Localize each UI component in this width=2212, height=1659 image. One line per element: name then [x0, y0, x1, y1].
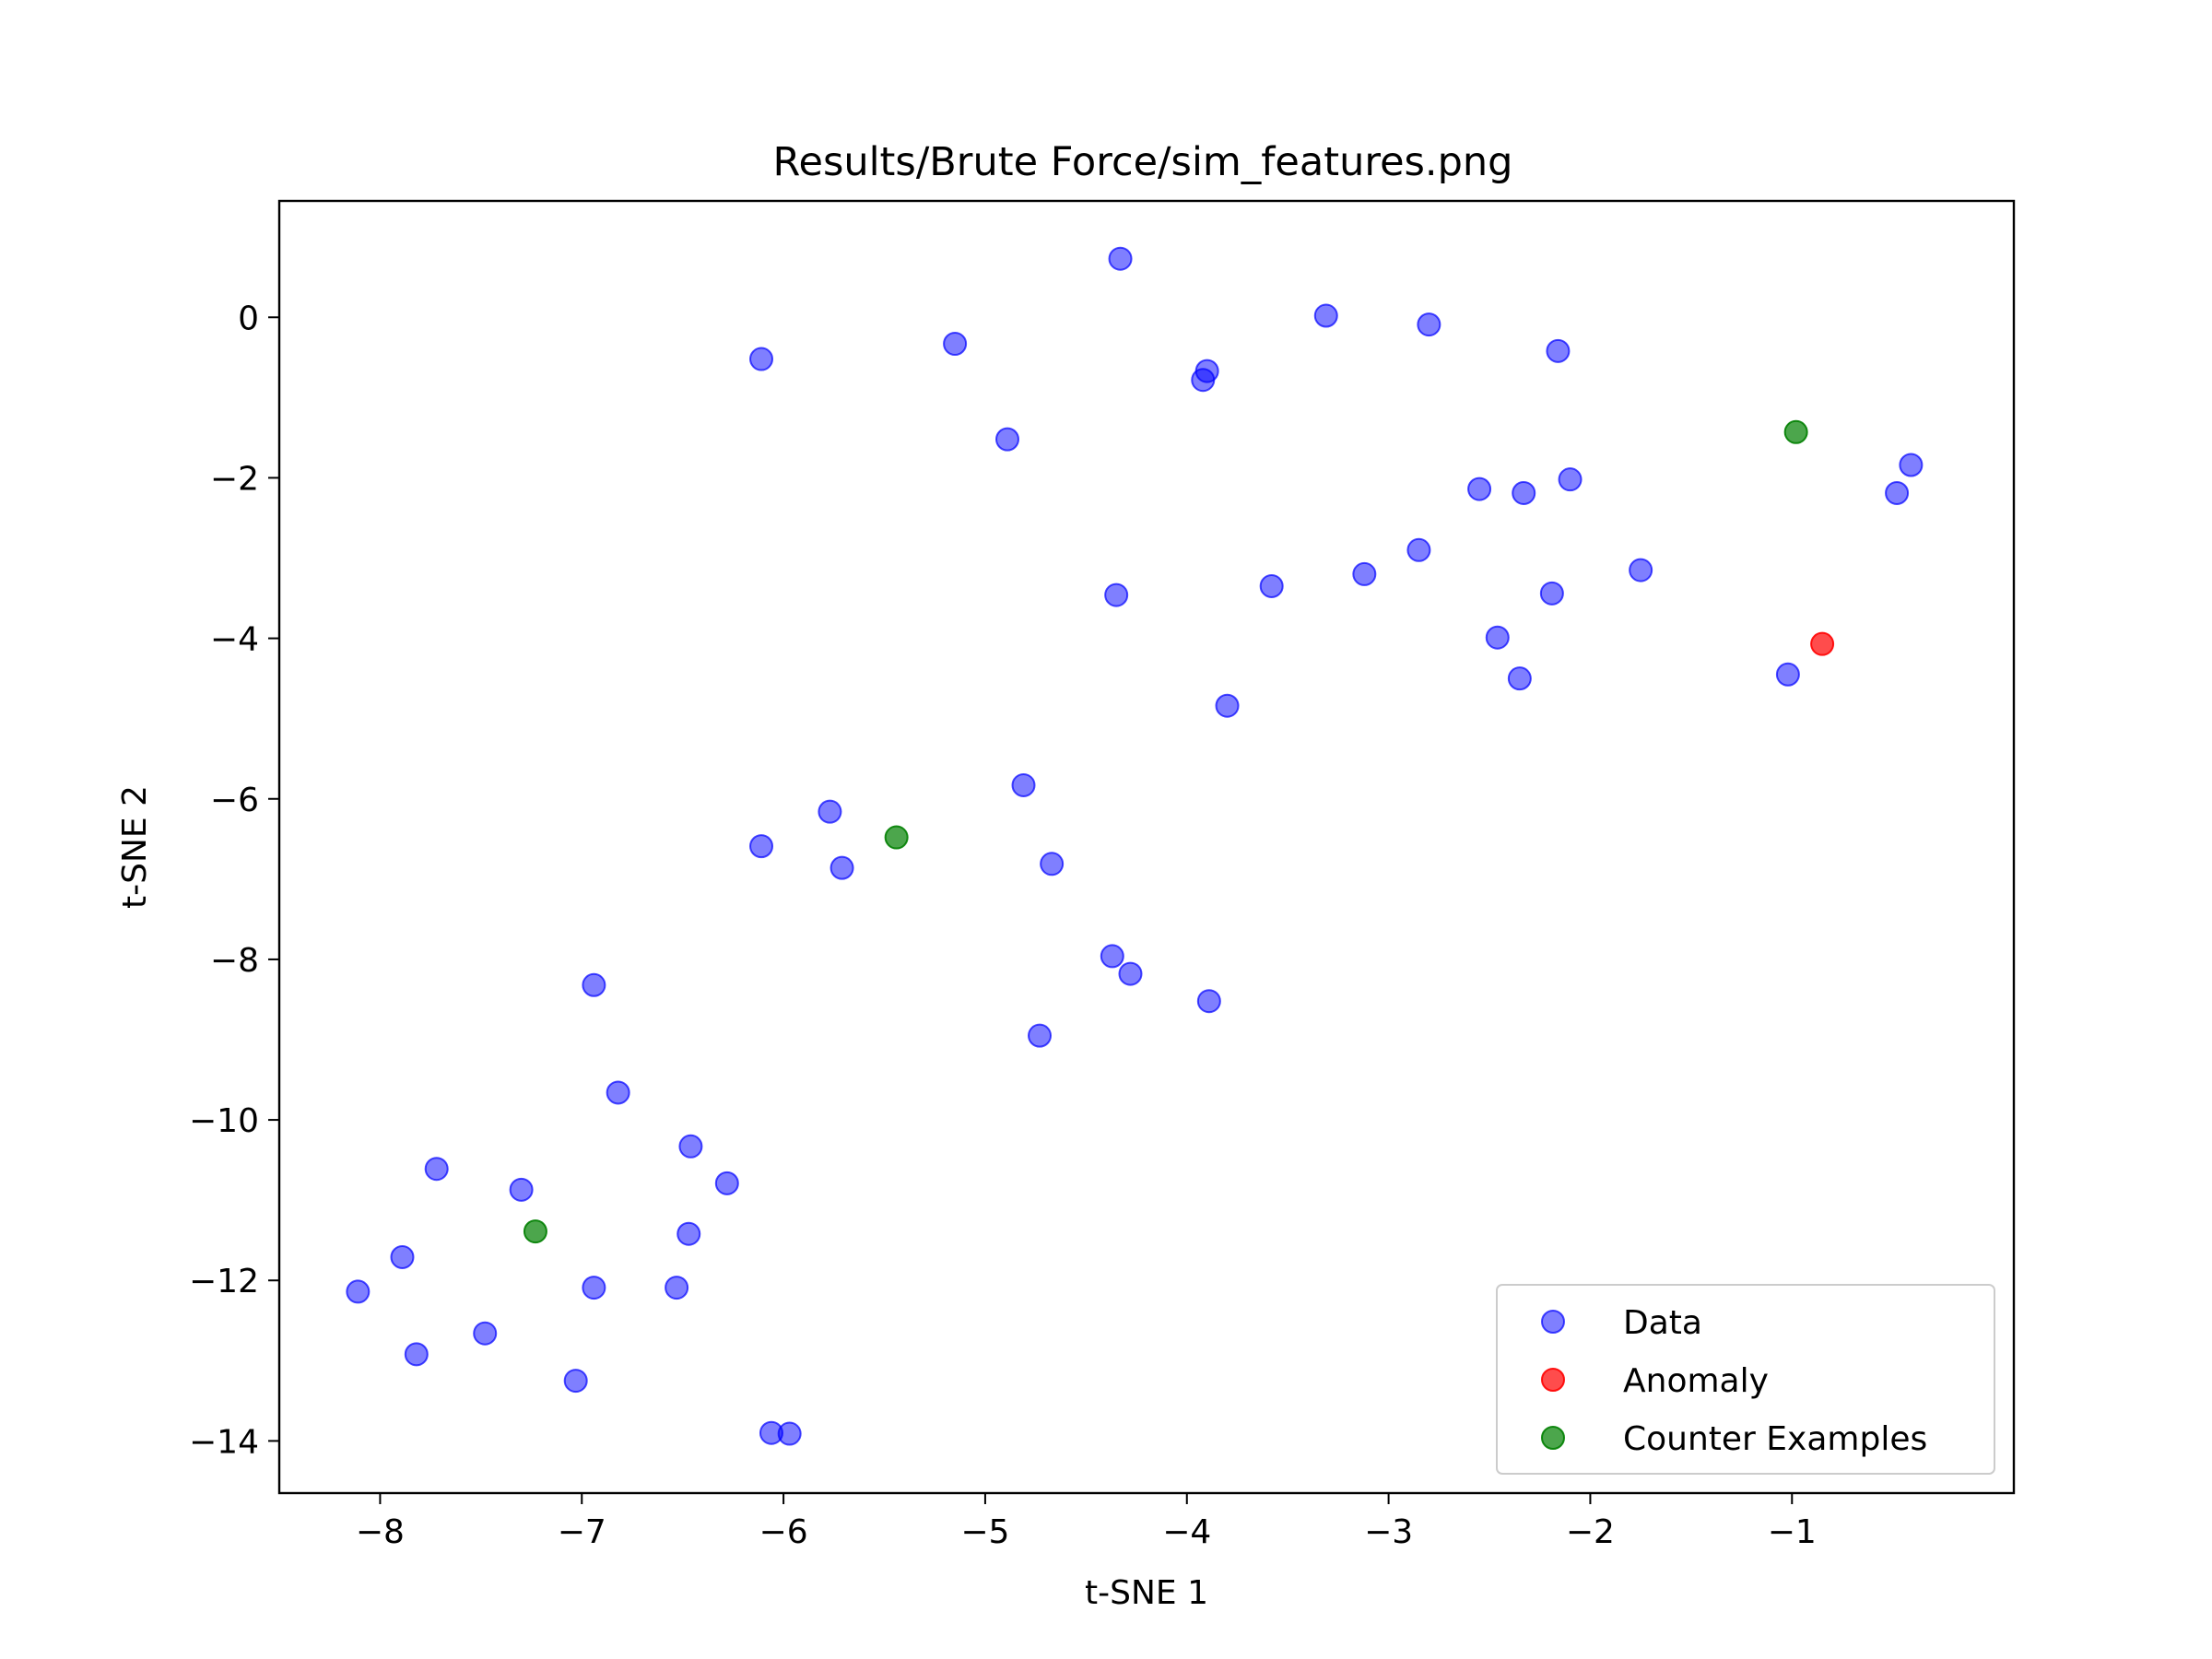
counter-examples-point — [884, 825, 909, 850]
data-point — [1775, 662, 1800, 687]
data-point — [404, 1342, 429, 1367]
data-point — [424, 1157, 449, 1182]
x-tick-label: −7 — [558, 1513, 606, 1551]
x-tick-label: −5 — [960, 1513, 1009, 1551]
data-point — [830, 855, 854, 880]
data-point — [390, 1244, 415, 1269]
data-point — [1118, 961, 1143, 986]
data-point — [943, 332, 968, 357]
y-tick-label: −8 — [210, 942, 259, 980]
data-point — [1467, 477, 1492, 501]
data-point — [473, 1321, 498, 1346]
data-point — [582, 1276, 606, 1300]
anomaly-point — [1810, 631, 1835, 656]
data-point — [1485, 625, 1510, 650]
plot-area: −8 −7 −6 −5 −4 −3 −2 −1 0 −2 −4 −6 −8 −10 −12 −14 — [189, 199, 2016, 1551]
data-point — [1196, 989, 1221, 1014]
y-axis-label: t-SNE 2 — [116, 785, 154, 909]
counter-examples-point — [1783, 419, 1808, 444]
data-point — [678, 1134, 703, 1159]
chart-title: Results/Brute Force/sim_features.png — [773, 139, 1513, 185]
data-point — [665, 1276, 689, 1300]
x-axis-label: t-SNE 1 — [1085, 1574, 1208, 1612]
data-point — [1546, 338, 1571, 363]
data-point — [1507, 666, 1532, 691]
data-point — [1512, 480, 1536, 505]
legend-label-data: Data — [1623, 1304, 1702, 1342]
data-point — [777, 1421, 802, 1446]
data-point — [714, 1171, 739, 1195]
y-tick-label: 0 — [238, 300, 259, 337]
legend-marker-counter-examples — [1541, 1426, 1565, 1450]
y-axis-ticks: 0 −2 −4 −6 −8 −10 −12 −14 — [189, 300, 279, 1461]
data-point — [995, 427, 1020, 452]
data-point — [1885, 480, 1910, 505]
data-point — [1558, 467, 1583, 492]
legend-label-counter-examples: Counter Examples — [1623, 1420, 1927, 1458]
data-point — [1539, 581, 1564, 606]
data-point — [582, 972, 606, 997]
data-point — [1028, 1023, 1053, 1048]
data-point — [1191, 368, 1216, 393]
legend: Data Anomaly Counter Examples — [1496, 1284, 1995, 1475]
data-point — [818, 799, 842, 824]
data-point — [677, 1221, 701, 1246]
data-point — [749, 834, 774, 859]
y-tick-label: −10 — [189, 1102, 259, 1140]
legend-box — [1496, 1284, 1995, 1475]
data-point — [346, 1279, 371, 1304]
data-point — [1313, 303, 1338, 328]
data-point — [1352, 561, 1377, 586]
data-point — [1100, 944, 1124, 969]
data-point — [509, 1177, 534, 1202]
legend-entries: Data Anomaly Counter Examples — [1541, 1304, 1927, 1458]
data-point — [1104, 582, 1129, 607]
legend-label-anomaly: Anomaly — [1623, 1362, 1769, 1400]
y-tick-label: −14 — [189, 1423, 259, 1461]
data-point — [1406, 537, 1431, 562]
data-point — [1215, 693, 1240, 718]
data-point — [1629, 558, 1653, 582]
data-point — [1417, 312, 1441, 337]
counter-examples-point — [523, 1219, 547, 1244]
x-tick-label: −2 — [1566, 1513, 1615, 1551]
data-point — [1899, 453, 1924, 477]
y-tick-label: −4 — [210, 621, 259, 659]
data-point — [1108, 246, 1133, 271]
data-point — [1011, 772, 1036, 797]
plot-frame — [277, 199, 2016, 1495]
x-axis-ticks: −8 −7 −6 −5 −4 −3 −2 −1 — [356, 1493, 1817, 1551]
data-point — [1040, 852, 1065, 877]
legend-marker-anomaly — [1541, 1368, 1565, 1392]
x-tick-label: −4 — [1162, 1513, 1211, 1551]
x-tick-label: −3 — [1364, 1513, 1413, 1551]
y-tick-label: −6 — [210, 782, 259, 819]
y-tick-label: −12 — [189, 1263, 259, 1300]
data-point — [1259, 573, 1284, 598]
legend-marker-data — [1541, 1310, 1565, 1334]
data-point — [563, 1369, 588, 1394]
x-tick-label: −1 — [1768, 1513, 1817, 1551]
x-tick-label: −8 — [356, 1513, 405, 1551]
data-point — [606, 1080, 630, 1105]
x-tick-label: −6 — [759, 1513, 808, 1551]
y-tick-label: −2 — [210, 460, 259, 498]
data-point — [749, 347, 774, 371]
data-markers — [346, 246, 1924, 1446]
